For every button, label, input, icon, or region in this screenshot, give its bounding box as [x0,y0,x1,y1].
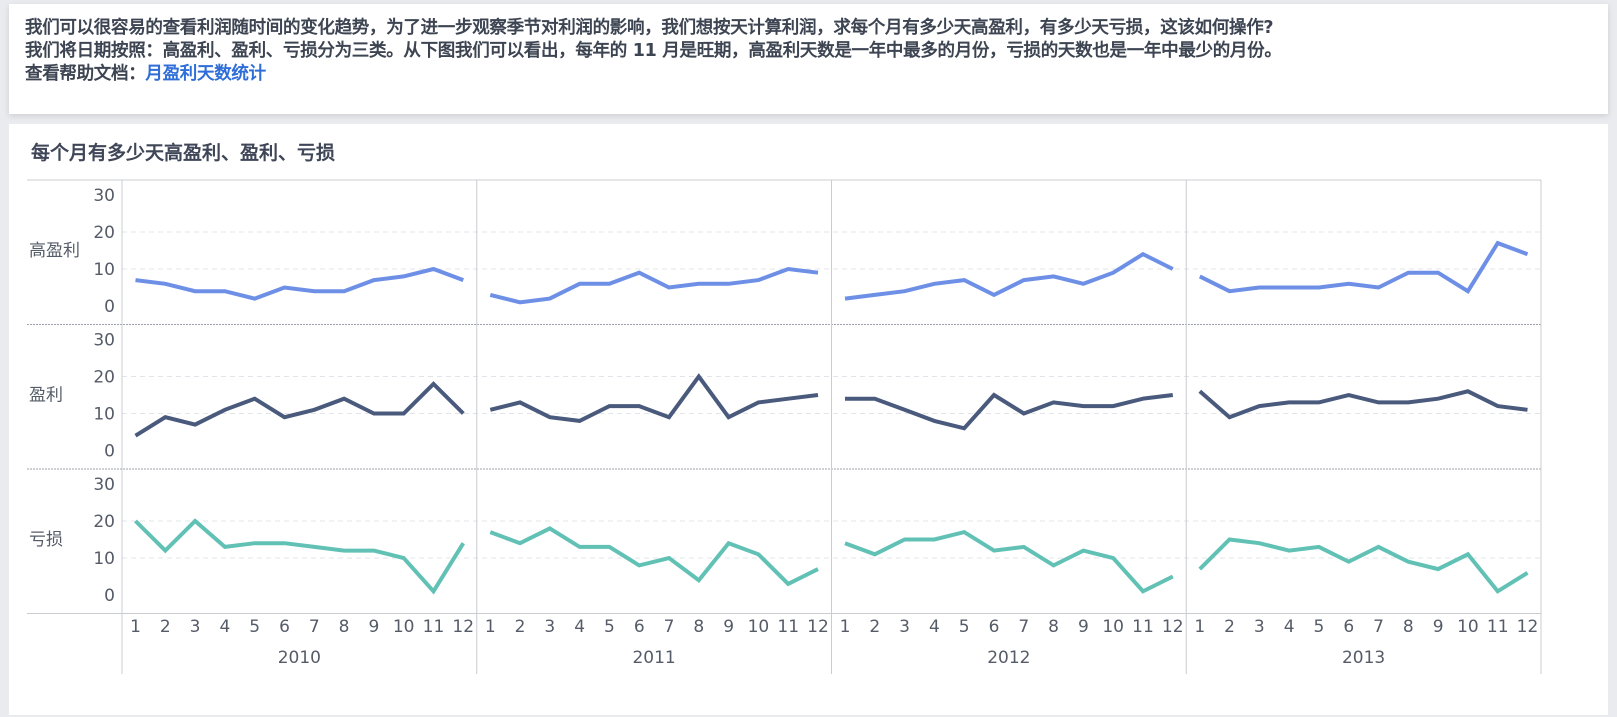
year-label: 2012 [987,648,1030,668]
description-line-2: 我们将日期按照：高盈利、盈利、亏损分为三类。从下图我们可以看出，每年的 11 月… [25,41,1282,61]
x-tick-label: 4 [574,617,585,637]
x-tick-label: 8 [1048,617,1059,637]
x-tick-label: 5 [604,617,615,637]
year-label: 2013 [1342,648,1385,668]
x-tick-label: 12 [1517,617,1539,637]
series-line-2-2012 [844,529,1174,594]
series-line-0-2013 [1198,240,1529,294]
year-label: 2011 [632,648,675,668]
series-line-2-2013 [1198,537,1529,594]
x-tick-label: 10 [748,617,770,637]
series-line-1-2012 [845,392,1174,431]
x-tick-label: 1 [485,617,496,637]
x-tick-label: 7 [1018,617,1029,637]
y-tick-label: 0 [104,442,115,462]
x-tick-label: 5 [959,617,970,637]
x-tick-label: 4 [219,617,230,637]
description-line-1: 我们可以很容易的查看利润随时间的变化趋势，为了进一步观察季节对利润的影响，我们想… [25,18,1274,38]
y-tick-label: 10 [93,405,115,425]
x-tick-label: 8 [339,617,350,637]
y-tick-label: 10 [93,260,115,280]
y-tick-label: 20 [93,368,115,388]
y-tick-label: 20 [93,512,115,532]
x-tick-label: 8 [1403,617,1414,637]
x-tick-label: 2 [869,617,880,637]
help-line: 查看帮助文档：月盈利天数统计 [25,60,266,85]
x-tick-label: 1 [130,617,141,637]
x-tick-label: 4 [929,617,940,637]
x-tick-label: 9 [368,617,379,637]
y-tick-label: 10 [93,549,115,569]
x-tick-label: 11 [423,617,445,637]
x-tick-label: 10 [393,617,415,637]
x-tick-label: 7 [309,617,320,637]
x-tick-label: 1 [1194,617,1205,637]
row-label: 亏损 [29,530,63,550]
x-tick-label: 5 [1314,617,1325,637]
x-tick-label: 3 [544,617,555,637]
series-line-0-2010 [135,266,464,301]
x-tick-label: 3 [899,617,910,637]
x-tick-label: 10 [1457,617,1479,637]
help-doc-link[interactable]: 月盈利天数统计 [145,64,266,84]
series-line-1-2011 [489,373,819,423]
x-tick-label: 10 [1102,617,1124,637]
series-line-2-2011 [489,526,819,587]
x-tick-label: 6 [1343,617,1354,637]
y-tick-label: 0 [104,297,115,317]
x-tick-label: 7 [1373,617,1384,637]
y-tick-label: 30 [93,186,115,206]
x-tick-label: 1 [840,617,851,637]
y-tick-label: 20 [93,223,115,243]
x-tick-label: 6 [634,617,645,637]
x-tick-label: 6 [989,617,1000,637]
y-tick-label: 30 [93,331,115,351]
x-tick-label: 2 [515,617,526,637]
description-panel: 我们可以很容易的查看利润随时间的变化趋势，为了进一步观察季节对利润的影响，我们想… [9,4,1608,114]
y-tick-label: 30 [93,475,115,495]
help-label: 查看帮助文档： [25,64,146,84]
x-tick-label: 3 [190,617,201,637]
series-line-1-2010 [134,381,465,438]
x-tick-label: 12 [807,617,829,637]
x-tick-label: 12 [1162,617,1184,637]
series-line-0-2011 [489,266,819,305]
chart-panel: 每个月有多少天高盈利、盈利、亏损 高盈利 0 10 20 30 盈利 0 10 20 30 亏损 0 1… [9,124,1608,715]
x-tick-label: 2 [1224,617,1235,637]
row-label: 盈利 [29,386,63,406]
x-tick-label: 3 [1254,617,1265,637]
x-tick-label: 9 [723,617,734,637]
series-line-0-2012 [844,251,1174,301]
x-tick-label: 4 [1284,617,1295,637]
x-tick-label: 9 [1078,617,1089,637]
y-tick-label: 0 [104,586,115,606]
row-label: 高盈利 [29,241,80,261]
chart-title: 每个月有多少天高盈利、盈利、亏损 [31,142,336,164]
x-tick-label: 11 [1132,617,1154,637]
x-tick-label: 11 [777,617,799,637]
x-tick-label: 8 [693,617,704,637]
x-tick-label: 5 [249,617,260,637]
x-tick-label: 2 [160,617,171,637]
x-tick-label: 7 [664,617,675,637]
x-tick-label: 6 [279,617,290,637]
year-label: 2010 [278,648,321,668]
x-tick-label: 12 [452,617,474,637]
x-tick-label: 11 [1487,617,1509,637]
series-line-2-2010 [134,518,466,595]
x-tick-label: 9 [1433,617,1444,637]
series-line-1-2013 [1198,389,1528,420]
